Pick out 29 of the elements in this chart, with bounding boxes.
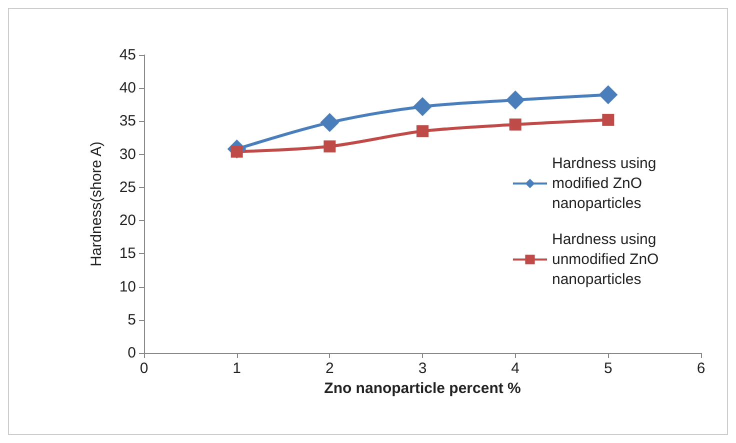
y-tick-label: 10: [119, 278, 136, 296]
x-tick-label: 1: [232, 360, 242, 377]
y-tick-label: 15: [119, 245, 136, 262]
y-tick-label: 0: [128, 344, 136, 362]
y-tick-label: 35: [119, 112, 136, 130]
point: [509, 118, 522, 131]
x-tick-label: 6: [696, 360, 706, 377]
x-tick-label: 5: [604, 360, 612, 377]
y-axis-title: Hardness(shore A): [88, 141, 105, 267]
y-tick-label: 5: [128, 311, 136, 328]
point: [598, 85, 618, 104]
point: [416, 125, 428, 138]
x-tick-label: 3: [418, 360, 427, 377]
point: [602, 114, 614, 126]
x-tick-label: 0: [140, 360, 148, 377]
point: [413, 97, 432, 116]
x-tick-label: 4: [511, 360, 520, 377]
point: [324, 140, 336, 152]
legend-label: Hardness using modified ZnO nanoparticles: [552, 155, 660, 212]
y-tick-label: 20: [119, 212, 136, 230]
y-tick-label: 40: [119, 80, 136, 97]
legend-label: Hardness using unmodified ZnO nanoparticles: [552, 231, 663, 288]
x-axis-title: Zno nanoparticle percent %: [324, 380, 521, 397]
y-tick-label: 30: [119, 146, 136, 163]
point: [320, 113, 340, 132]
y-tick-label: 45: [119, 46, 136, 64]
point: [506, 90, 525, 110]
x-tick-label: 2: [325, 360, 334, 377]
y-tick-label: 25: [119, 178, 136, 196]
